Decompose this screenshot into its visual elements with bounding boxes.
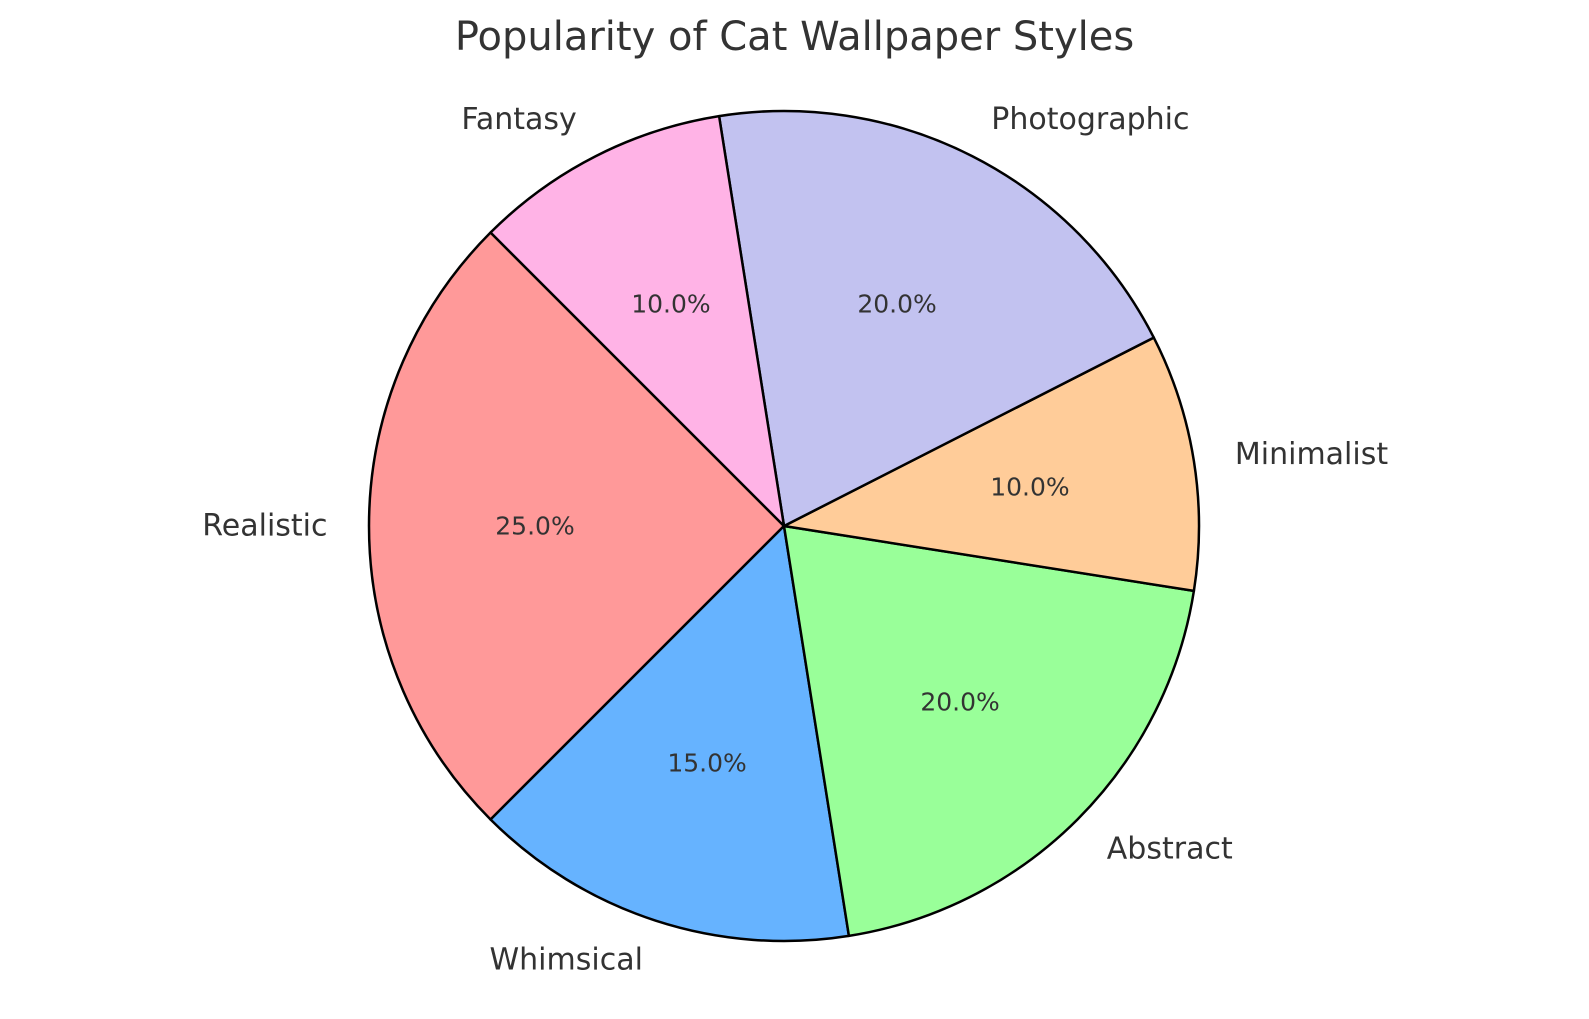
category-label-fantasy: Fantasy [461,102,576,137]
pie-slices [367,109,1201,943]
pct-label-abstract: 20.0% [920,688,999,717]
pct-label-realistic: 25.0% [495,512,574,541]
pie-slice-whimsical [489,524,851,943]
pie-slice-photographic [717,109,1156,528]
category-label-whimsical: Whimsical [490,943,643,978]
category-label-abstract: Abstract [1107,831,1233,866]
pie-slice-realistic [367,231,786,821]
pct-label-photographic: 20.0% [857,290,936,319]
pie-slice-abstract [782,524,1196,938]
pie-slice-minimalist [782,336,1201,593]
category-label-minimalist: Minimalist [1235,437,1388,472]
category-label-realistic: Realistic [202,509,327,544]
category-label-photographic: Photographic [991,102,1189,137]
pct-label-whimsical: 15.0% [667,748,746,777]
pie-labels: 25.0% Realistic 15.0% Whimsical 20.0% Abstrac… [202,102,1388,978]
chart-title: Popularity of Cat Wallpaper Styles [454,14,1135,60]
pct-label-minimalist: 10.0% [990,473,1069,502]
pct-label-fantasy: 10.0% [631,290,710,319]
pie-slice-fantasy [489,114,786,528]
